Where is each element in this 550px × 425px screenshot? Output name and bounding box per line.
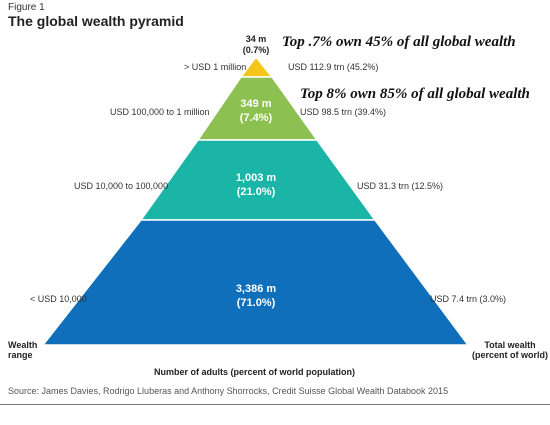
source-note: Source: James Davies, Rodrigo Lluberas a… xyxy=(8,386,449,396)
wealth-label-tier2: USD 98.5 trn (39.4%) xyxy=(300,107,387,117)
range-label-tier3: USD 10,000 to 100,000 xyxy=(74,181,169,191)
bottom-divider xyxy=(0,404,550,405)
tier1-adults: 34 m xyxy=(245,34,267,44)
tier-under-10k xyxy=(41,219,470,346)
left-axis-line2: range xyxy=(8,350,33,360)
top-note: Top .7% own 45% of all global wealth xyxy=(282,34,516,50)
tier1-label: 34 m (0.7%) xyxy=(238,34,274,56)
bottom-axis-label: Number of adults (percent of world popul… xyxy=(154,367,355,377)
tier3-adults: 1,003 m xyxy=(235,172,277,184)
tier3-inner-label: 1,003 m (21.0%) xyxy=(216,171,296,199)
second-note: Top 8% own 85% of all global wealth xyxy=(300,86,530,102)
tier3-share: (21.0%) xyxy=(236,186,276,198)
left-axis-line1: Wealth xyxy=(8,340,38,350)
tier2-adults: 349 m xyxy=(240,98,272,110)
tier1-share: (0.7%) xyxy=(242,45,270,55)
right-axis-line2: (percent of world) xyxy=(472,350,548,360)
tier4-share: (71.0%) xyxy=(236,297,276,309)
right-axis-line1: Total wealth xyxy=(484,340,536,350)
tier4-adults: 3,386 m xyxy=(235,283,277,295)
figure-label: Figure 1 xyxy=(8,2,45,13)
range-label-tier4: < USD 10,000 xyxy=(30,294,87,304)
tier2-share: (7.4%) xyxy=(239,112,273,124)
range-label-tier1: > USD 1 million xyxy=(184,62,247,72)
page-title: The global wealth pyramid xyxy=(8,13,184,29)
right-axis-label: Total wealth (percent of world) xyxy=(472,340,548,360)
tier2-inner-label: 349 m (7.4%) xyxy=(216,97,296,125)
wealth-label-tier3: USD 31.3 trn (12.5%) xyxy=(357,181,444,191)
tier4-inner-label: 3,386 m (71.0%) xyxy=(216,282,296,310)
range-label-tier2: USD 100,000 to 1 million xyxy=(110,107,210,117)
wealth-label-tier4: USD 7.4 trn (3.0%) xyxy=(430,294,507,304)
left-axis-label: Wealth range xyxy=(8,340,37,360)
wealth-label-tier1: USD 112.9 trn (45.2%) xyxy=(288,62,379,72)
